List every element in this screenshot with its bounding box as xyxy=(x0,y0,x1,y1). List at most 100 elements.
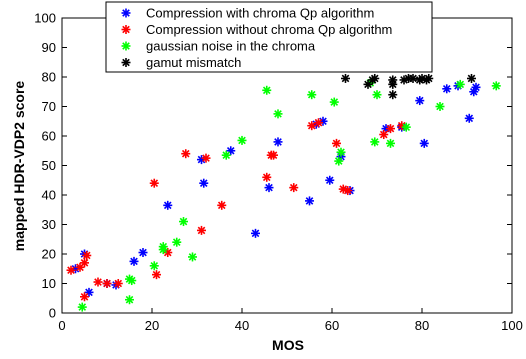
data-point-series-2 xyxy=(289,183,299,193)
data-point-series-3 xyxy=(435,102,445,111)
data-point-series-1 xyxy=(251,228,260,238)
data-point-series-4 xyxy=(363,79,373,89)
data-point-series-4 xyxy=(467,73,476,83)
y-tick-label: 0 xyxy=(49,306,56,321)
data-point-series-2 xyxy=(379,130,389,140)
data-point-series-2 xyxy=(93,277,103,287)
data-point-series-2 xyxy=(269,150,278,160)
data-point-series-3 xyxy=(370,137,380,147)
legend-marker-2 xyxy=(121,25,131,34)
data-point-series-3 xyxy=(372,90,382,100)
x-tick-label: 20 xyxy=(145,318,159,333)
legend-marker-4 xyxy=(121,58,131,67)
data-point-series-3 xyxy=(127,276,137,286)
data-point-series-2 xyxy=(197,225,206,235)
data-point-series-3 xyxy=(336,147,346,157)
data-point-series-3 xyxy=(77,302,87,312)
data-point-series-3 xyxy=(237,135,247,145)
data-point-series-2 xyxy=(113,279,123,288)
data-point-series-1 xyxy=(273,137,283,147)
data-point-series-1 xyxy=(199,178,209,188)
data-point-series-3 xyxy=(172,237,182,247)
y-tick-label: 30 xyxy=(42,217,56,232)
data-point-series-4 xyxy=(424,73,434,83)
data-point-series-4 xyxy=(341,73,350,83)
data-point-series-2 xyxy=(332,138,341,148)
data-point-series-3 xyxy=(386,138,395,148)
data-point-series-1 xyxy=(419,138,429,148)
data-point-series-2 xyxy=(80,292,89,302)
data-point-series-1 xyxy=(264,183,274,193)
data-point-series-3 xyxy=(149,261,159,271)
legend-label-1: Compression with chroma Qp algorithm xyxy=(146,6,374,21)
x-tick-label: 0 xyxy=(58,318,65,333)
data-point-series-3 xyxy=(188,252,197,262)
y-tick-label: 60 xyxy=(42,129,56,144)
data-point-series-2 xyxy=(201,153,211,163)
data-point-series-1 xyxy=(138,248,148,258)
data-point-series-1 xyxy=(464,113,474,123)
data-point-series-4 xyxy=(370,73,380,83)
legend-marker-3 xyxy=(121,41,131,51)
data-point-series-1 xyxy=(129,256,139,266)
data-point-series-2 xyxy=(80,258,89,268)
y-tick-label: 100 xyxy=(34,11,56,26)
data-point-series-1 xyxy=(163,200,173,210)
points-layer xyxy=(66,73,501,312)
y-tick-label: 10 xyxy=(42,276,56,291)
legend-label-4: gamut mismatch xyxy=(146,55,241,70)
data-point-series-2 xyxy=(386,124,395,134)
data-point-series-1 xyxy=(305,196,314,206)
data-point-series-2 xyxy=(262,172,272,182)
data-point-series-3 xyxy=(262,85,272,95)
data-point-series-2 xyxy=(102,279,112,288)
x-tick-label: 100 xyxy=(501,318,523,333)
data-point-series-3 xyxy=(491,81,501,91)
legend-marker-1 xyxy=(121,8,131,18)
data-point-series-3 xyxy=(401,122,411,132)
data-point-series-3 xyxy=(221,150,231,160)
data-point-series-2 xyxy=(149,178,159,188)
data-point-series-1 xyxy=(442,84,452,94)
x-axis-label: MOS xyxy=(272,337,304,353)
data-point-series-2 xyxy=(314,118,323,128)
legend: Compression with chroma Qp algorithmComp… xyxy=(105,1,433,73)
data-point-series-2 xyxy=(152,270,161,280)
data-point-series-3 xyxy=(307,90,317,100)
legend-label-3: gaussian noise in the chroma xyxy=(146,39,316,54)
x-tick-label: 60 xyxy=(325,318,339,333)
data-point-series-3 xyxy=(334,156,344,166)
data-point-series-3 xyxy=(329,97,339,107)
data-point-series-1 xyxy=(325,175,335,185)
data-point-series-2 xyxy=(307,121,317,131)
data-point-series-3 xyxy=(158,245,168,255)
y-tick-label: 80 xyxy=(42,70,56,85)
y-tick-label: 40 xyxy=(42,188,56,203)
data-point-series-4 xyxy=(408,73,418,83)
y-tick-label: 20 xyxy=(42,247,56,262)
data-point-series-2 xyxy=(66,265,76,275)
y-tick-label: 50 xyxy=(42,158,56,173)
y-tick-label: 70 xyxy=(42,99,56,114)
y-axis-label: mapped HDR-VDP2 score xyxy=(11,81,27,252)
x-tick-label: 40 xyxy=(235,318,249,333)
data-point-series-4 xyxy=(388,79,398,89)
data-point-series-3 xyxy=(455,79,465,89)
y-tick-label: 90 xyxy=(42,40,56,55)
x-tick-label: 80 xyxy=(415,318,429,333)
data-point-series-2 xyxy=(82,250,92,260)
data-point-series-2 xyxy=(181,149,191,159)
data-point-series-1 xyxy=(471,82,481,92)
legend-box xyxy=(105,1,433,73)
data-point-series-4 xyxy=(388,90,398,100)
data-point-series-2 xyxy=(343,186,353,196)
data-point-series-1 xyxy=(415,96,425,106)
data-point-series-3 xyxy=(179,217,188,227)
data-point-series-3 xyxy=(273,109,283,119)
axes-layer: 0 20 40 60 80 100 0 10 20 30 40 50 60 70 80 90 100 xyxy=(34,11,523,334)
data-point-series-2 xyxy=(217,200,227,210)
data-point-series-3 xyxy=(125,295,134,305)
legend-label-2: Compression without chroma Qp algorithm xyxy=(146,22,392,37)
